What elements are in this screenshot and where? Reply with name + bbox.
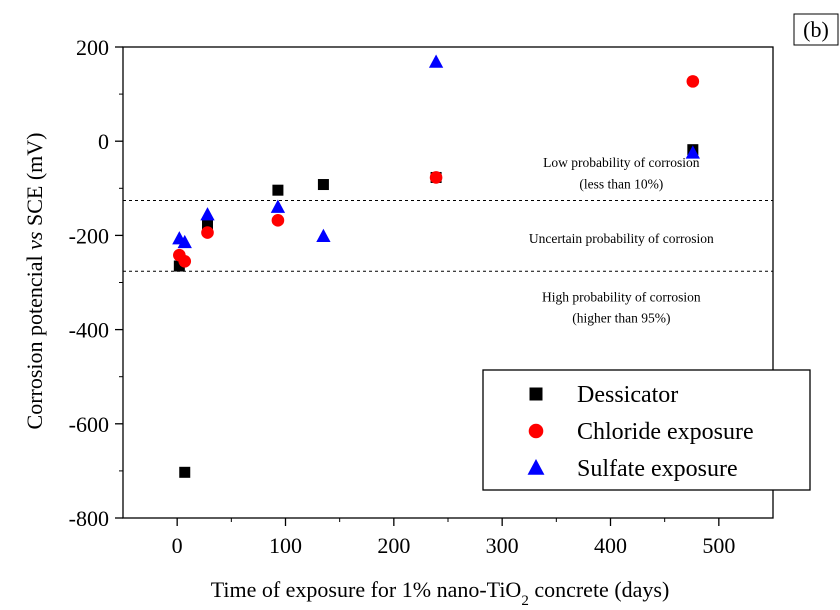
data-point-circle xyxy=(178,255,192,268)
x-tick-label: 0 xyxy=(172,533,183,558)
legend-label: Dessicator xyxy=(577,382,678,408)
y-tick-label: 200 xyxy=(76,35,109,60)
y-axis-title-pre: Corrosion potencial xyxy=(22,250,47,430)
data-point-circle xyxy=(271,214,285,227)
annotation-text: Low probability of corrosion xyxy=(543,155,700,170)
x-tick-label: 500 xyxy=(702,533,735,558)
x-tick-label: 200 xyxy=(377,533,410,558)
y-tick-label: -200 xyxy=(69,223,109,248)
x-tick-label: 400 xyxy=(594,533,627,558)
x-axis: 0 100 200 300 400 500 xyxy=(172,518,735,558)
data-point-circle xyxy=(686,75,700,88)
x-axis-title-suffix: concrete (days) xyxy=(529,577,669,602)
data-markers xyxy=(172,54,700,478)
legend-marker-circle xyxy=(528,423,544,439)
data-point-triangle xyxy=(177,234,192,249)
data-point-square xyxy=(173,260,185,272)
data-point-square xyxy=(317,179,329,191)
legend-label: Chloride exposure xyxy=(577,419,754,445)
y-axis-title-post: SCE (mV) xyxy=(22,133,47,232)
x-tick-label: 100 xyxy=(269,533,302,558)
panel-label-text: (b) xyxy=(803,17,829,42)
x-axis-title-main: Time of exposure for 1% nano-TiO xyxy=(211,577,522,602)
series-sulfate-exposure xyxy=(172,54,700,249)
y-tick-label: -800 xyxy=(69,506,109,531)
annotation-text: High probability of corrosion xyxy=(542,289,701,304)
annotations: Low probability of corrosion (less than 1… xyxy=(529,155,714,325)
y-axis-title: Corrosion potencial vs SCE (mV) xyxy=(22,133,47,430)
annotation-text: (less than 10%) xyxy=(579,176,663,191)
x-axis-title-subscript: 2 xyxy=(521,593,529,609)
series-chloride-exposure xyxy=(173,75,700,268)
data-point-circle xyxy=(429,171,443,184)
data-point-square xyxy=(272,184,284,196)
legend: Dessicator Chloride exposure Sulfate expos… xyxy=(482,369,811,491)
reference-lines xyxy=(123,200,773,272)
y-tick-label: -400 xyxy=(69,318,109,343)
data-point-square xyxy=(202,219,213,231)
data-point-triangle xyxy=(428,54,444,68)
y-axis-title-italic: vs xyxy=(22,232,47,250)
data-point-triangle xyxy=(270,199,286,213)
x-tick-label: 300 xyxy=(486,533,519,558)
y-tick-label: 0 xyxy=(98,129,109,154)
data-point-square xyxy=(179,466,191,478)
data-point-triangle xyxy=(316,228,331,243)
annotation-text: Uncertain probability of corrosion xyxy=(529,231,714,246)
x-axis-title: Time of exposure for 1% nano-TiO2 concre… xyxy=(211,577,670,609)
annotation-text: (higher than 95%) xyxy=(572,311,670,326)
legend-marker-square xyxy=(529,387,543,401)
data-point-triangle xyxy=(685,145,700,159)
y-axis: -800 -600 -400 -200 0 200 xyxy=(69,35,123,531)
data-point-triangle xyxy=(200,207,215,221)
data-point-circle xyxy=(201,226,214,239)
legend-label: Sulfate exposure xyxy=(577,456,738,482)
panel-label: (b) xyxy=(793,13,839,46)
y-tick-label: -600 xyxy=(69,412,109,437)
legend-marker-triangle xyxy=(527,459,545,475)
